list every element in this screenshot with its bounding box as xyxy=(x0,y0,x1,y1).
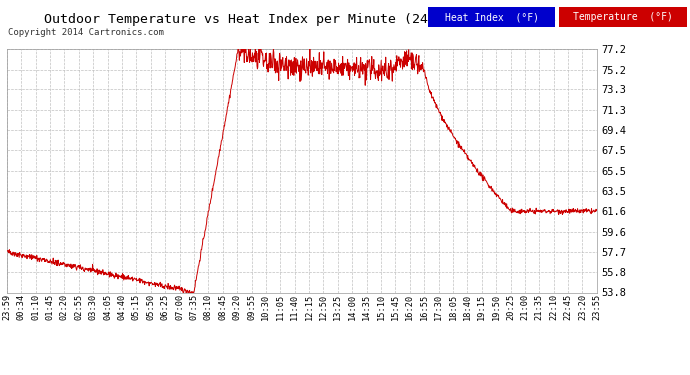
Text: Heat Index  (°F): Heat Index (°F) xyxy=(444,12,539,22)
Text: Temperature  (°F): Temperature (°F) xyxy=(573,12,673,22)
Text: Copyright 2014 Cartronics.com: Copyright 2014 Cartronics.com xyxy=(8,28,164,37)
Text: Outdoor Temperature vs Heat Index per Minute (24 Hours) 20140928: Outdoor Temperature vs Heat Index per Mi… xyxy=(44,13,556,26)
